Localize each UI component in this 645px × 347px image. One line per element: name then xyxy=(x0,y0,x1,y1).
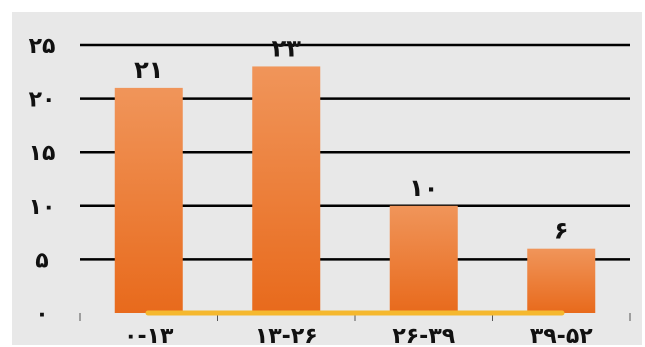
x-tick-label: ۰-۱۳ xyxy=(124,324,174,347)
x-tick-label: ۳۹-۵۲ xyxy=(530,324,593,347)
data-label: ۲۳ xyxy=(272,34,302,62)
data-label: ۲۱ xyxy=(134,56,163,84)
bars xyxy=(114,66,596,313)
y-tick-label: ۲۰ xyxy=(29,88,56,113)
bar xyxy=(114,87,183,313)
y-tick-label: ۵ xyxy=(35,248,48,273)
bar xyxy=(252,66,321,313)
y-tick-label: ۰ xyxy=(35,302,48,327)
data-label: ۶ xyxy=(554,217,569,245)
bar xyxy=(527,248,596,313)
y-tick-label: ۱۰ xyxy=(29,195,56,220)
x-axis-category-labels: ۰-۱۳ ۱۳-۲۶ ۲۶-۳۹ ۳۹-۵۲ xyxy=(79,313,631,347)
x-tick-label: ۲۶-۳۹ xyxy=(392,324,455,347)
y-tick-label: ۲۵ xyxy=(29,34,56,59)
data-labels: ۲۱ ۲۳ ۱۰ ۶ xyxy=(134,34,568,244)
bar xyxy=(389,205,458,313)
x-tick-label: ۱۳-۲۶ xyxy=(255,324,318,347)
y-tick-label: ۱۵ xyxy=(29,141,56,166)
data-label: ۱۰ xyxy=(409,174,438,202)
y-axis-tick-labels: ۰ ۵ ۱۰ ۱۵ ۲۰ ۲۵ xyxy=(29,34,56,327)
